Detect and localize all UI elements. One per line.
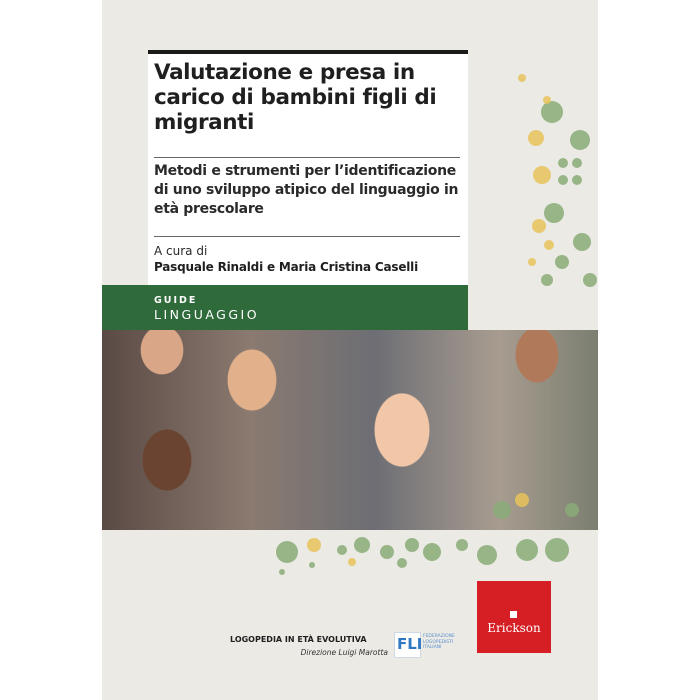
decorative-dot bbox=[543, 96, 551, 104]
decorative-dot bbox=[528, 258, 536, 266]
series-type: GUIDE bbox=[154, 295, 198, 306]
publisher-logo: Erickson bbox=[477, 581, 551, 653]
decorative-dot bbox=[533, 166, 551, 184]
book-subtitle: Metodi e strumenti per l’identificazione… bbox=[154, 163, 459, 217]
fli-name: FEDERAZIONE LOGOPEDISTI ITALIANI bbox=[423, 634, 455, 650]
title-top-bar bbox=[148, 50, 468, 54]
decorative-dot bbox=[583, 273, 597, 287]
divider bbox=[154, 236, 460, 237]
decorative-dot bbox=[570, 130, 590, 150]
decorative-dot bbox=[354, 537, 370, 553]
decorative-dot bbox=[532, 219, 546, 233]
decorative-dot bbox=[518, 74, 526, 82]
decorative-dot bbox=[276, 541, 298, 563]
decorative-dot bbox=[493, 501, 511, 519]
decorative-dot bbox=[572, 158, 582, 168]
authors: Pasquale Rinaldi e Maria Cristina Casell… bbox=[154, 260, 418, 274]
decorative-dot bbox=[528, 130, 544, 146]
logo-square bbox=[510, 611, 517, 618]
fli-logo: FLI bbox=[394, 632, 422, 658]
collection-name: LOGOPEDIA IN ETÀ EVOLUTIVA bbox=[230, 635, 367, 644]
decorative-dot bbox=[477, 545, 497, 565]
edited-by-label: A cura di bbox=[154, 244, 208, 258]
series-band: GUIDE LINGUAGGIO bbox=[102, 285, 468, 330]
decorative-dot bbox=[456, 539, 468, 551]
decorative-dot bbox=[380, 545, 394, 559]
decorative-dot bbox=[516, 539, 538, 561]
decorative-dot bbox=[555, 255, 569, 269]
decorative-dot bbox=[545, 538, 569, 562]
series-name: LINGUAGGIO bbox=[154, 307, 260, 322]
decorative-dot bbox=[572, 175, 582, 185]
decorative-dot bbox=[397, 558, 407, 568]
decorative-dot bbox=[337, 545, 347, 555]
decorative-dot bbox=[423, 543, 441, 561]
collection-director: Direzione Luigi Marotta bbox=[300, 648, 388, 657]
decorative-dot bbox=[279, 569, 285, 575]
decorative-dot bbox=[541, 274, 553, 286]
decorative-dot bbox=[544, 240, 554, 250]
book-cover: Valutazione e presa in carico di bambini… bbox=[102, 0, 598, 700]
publisher-name: Erickson bbox=[487, 621, 541, 635]
divider bbox=[154, 157, 460, 158]
decorative-dot bbox=[307, 538, 321, 552]
decorative-dot bbox=[515, 493, 529, 507]
decorative-dot bbox=[309, 562, 315, 568]
book-title: Valutazione e presa in carico di bambini… bbox=[154, 60, 437, 135]
decorative-dot bbox=[348, 558, 356, 566]
decorative-dot bbox=[541, 101, 563, 123]
decorative-dot bbox=[573, 233, 591, 251]
decorative-dot bbox=[544, 203, 564, 223]
decorative-dot bbox=[565, 503, 579, 517]
decorative-dot bbox=[405, 538, 419, 552]
decorative-dot bbox=[558, 175, 568, 185]
title-box: Valutazione e presa in carico di bambini… bbox=[148, 50, 468, 285]
decorative-dot bbox=[558, 158, 568, 168]
